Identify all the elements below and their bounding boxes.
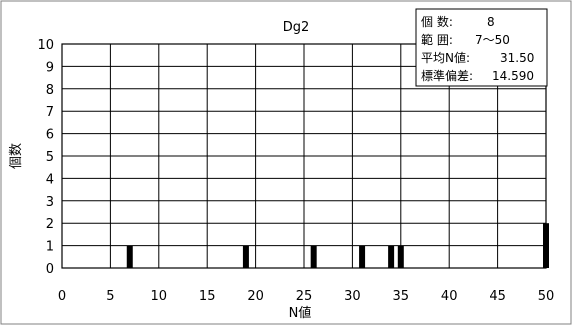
stats-box: 個 数: 8 範 囲: 7〜50 平均N値: 31.50 標準偏差: 14.59… — [415, 8, 548, 87]
histogram-bar — [397, 245, 404, 268]
y-tick-label: 2 — [46, 217, 54, 232]
stat-stddev-value: 14.590 — [492, 69, 534, 83]
stat-range-label: 範 囲: — [421, 32, 453, 47]
stat-mean-label: 平均N値: — [421, 50, 470, 65]
y-tick-label: 10 — [37, 38, 54, 53]
histogram-bar — [242, 245, 249, 268]
stat-count-value: 8 — [487, 15, 495, 29]
y-tick-label: 5 — [46, 150, 54, 165]
y-tick-label: 6 — [46, 128, 54, 143]
histogram-bar — [543, 223, 549, 268]
histogram-bar — [388, 245, 395, 268]
stat-count-label: 個 数: — [421, 14, 453, 29]
stats-box-frame — [415, 8, 548, 87]
stat-mean-value: 31.50 — [500, 51, 534, 65]
x-tick-label: 25 — [296, 289, 313, 304]
histogram-bar — [310, 245, 317, 268]
histogram-bar — [126, 245, 133, 268]
x-tick-label: 30 — [344, 289, 361, 304]
y-tick-label: 1 — [46, 240, 54, 255]
x-tick-label: 40 — [441, 289, 458, 304]
x-axis-ticks: 0 5 10 15 20 25 30 35 40 45 50 — [58, 289, 554, 304]
x-tick-label: 15 — [199, 289, 216, 304]
stat-range-value: 7〜50 — [475, 33, 510, 47]
x-tick-label: 45 — [489, 289, 506, 304]
x-tick-label: 5 — [106, 289, 114, 304]
stat-stddev-label: 標準偏差: — [421, 68, 473, 83]
y-axis-label: 個数 — [9, 143, 24, 169]
chart-title: Dg2 — [283, 20, 310, 35]
bar-series — [126, 223, 549, 268]
y-tick-label: 9 — [46, 60, 54, 75]
y-tick-label: 0 — [46, 262, 54, 277]
x-tick-label: 10 — [151, 289, 168, 304]
y-axis-ticks: 0 1 2 3 4 5 6 7 8 9 10 — [37, 38, 54, 277]
y-tick-label: 3 — [46, 195, 54, 210]
y-tick-label: 4 — [46, 172, 54, 187]
x-tick-label: 50 — [538, 289, 555, 304]
x-tick-label: 35 — [393, 289, 410, 304]
y-tick-label: 7 — [46, 105, 54, 120]
y-tick-label: 8 — [46, 83, 54, 98]
x-tick-label: 0 — [58, 289, 66, 304]
x-tick-label: 20 — [247, 289, 264, 304]
x-axis-label: N値 — [289, 305, 312, 321]
histogram-bar — [359, 245, 366, 268]
